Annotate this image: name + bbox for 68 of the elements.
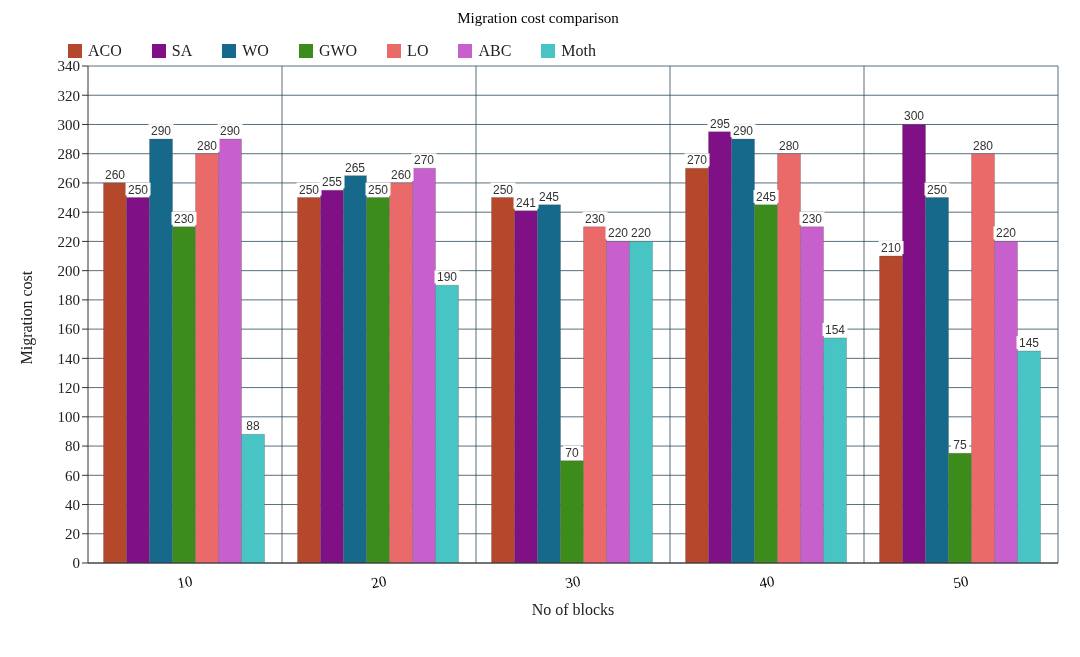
data-label: 260 xyxy=(391,167,412,182)
data-label: 250 xyxy=(299,182,320,197)
y-tick-label: 0 xyxy=(72,555,80,572)
data-label: 154 xyxy=(825,322,846,337)
data-label: 220 xyxy=(996,226,1017,241)
y-tick-label: 200 xyxy=(57,262,80,279)
data-label: 270 xyxy=(414,153,435,168)
data-label: 220 xyxy=(608,226,629,241)
data-label: 75 xyxy=(953,438,968,453)
data-label: 270 xyxy=(687,153,708,168)
y-tick-label: 160 xyxy=(57,321,80,338)
y-tick-label: 280 xyxy=(57,146,80,163)
y-tick-label: 220 xyxy=(57,233,80,250)
data-label: 290 xyxy=(733,124,754,139)
data-label: 255 xyxy=(322,175,343,190)
data-label: 290 xyxy=(220,124,241,139)
data-label: 230 xyxy=(585,211,606,226)
x-axis-title: No of blocks xyxy=(531,601,615,618)
legend-label: GWO xyxy=(318,42,358,60)
data-label: 280 xyxy=(779,138,800,153)
data-label: 220 xyxy=(631,226,652,241)
y-tick-label: 140 xyxy=(57,350,80,367)
data-label: 241 xyxy=(516,195,537,210)
y-tick-label: 60 xyxy=(65,467,80,484)
data-label: 230 xyxy=(174,211,195,226)
y-tick-label: 340 xyxy=(57,58,80,75)
data-label: 290 xyxy=(151,124,172,139)
y-axis-title: Migration cost xyxy=(17,270,36,365)
data-label: 190 xyxy=(437,270,458,285)
x-tick-label: 40 xyxy=(758,572,776,592)
legend-label: WO xyxy=(242,42,269,60)
data-label: 250 xyxy=(927,182,948,197)
y-tick-label: 300 xyxy=(57,116,80,133)
chart-title: Migration cost comparison xyxy=(456,9,620,28)
data-label: 260 xyxy=(105,167,126,182)
y-tick-label: 40 xyxy=(65,496,80,513)
x-tick-label: 30 xyxy=(564,572,582,592)
legend-label: ACO xyxy=(88,42,122,60)
legend-label: ABC xyxy=(478,42,512,60)
data-label: 300 xyxy=(904,109,925,124)
data-label: 250 xyxy=(128,182,149,197)
x-tick-label: 50 xyxy=(952,572,970,592)
x-tick-label: 20 xyxy=(370,572,388,592)
data-label: 295 xyxy=(710,116,731,131)
data-label: 280 xyxy=(197,138,218,153)
y-tick-label: 120 xyxy=(57,379,80,396)
x-tick-label: 10 xyxy=(176,572,194,592)
data-label: 250 xyxy=(368,182,389,197)
legend-label: SA xyxy=(171,42,193,60)
data-label: 250 xyxy=(493,182,514,197)
data-label: 210 xyxy=(881,241,902,256)
y-tick-label: 20 xyxy=(65,526,80,543)
y-tick-label: 180 xyxy=(57,292,80,309)
data-label: 145 xyxy=(1019,336,1040,351)
y-tick-label: 260 xyxy=(57,175,80,192)
y-tick-label: 80 xyxy=(65,438,80,455)
data-label: 265 xyxy=(345,160,366,175)
data-label: 230 xyxy=(802,211,823,226)
data-label: 245 xyxy=(539,189,560,204)
legend-label: LO xyxy=(407,42,429,60)
data-label: 280 xyxy=(973,138,994,153)
data-label: 70 xyxy=(565,445,580,460)
data-label: 245 xyxy=(756,189,777,204)
y-tick-label: 240 xyxy=(57,204,80,221)
y-tick-label: 320 xyxy=(57,87,80,104)
y-tick-label: 100 xyxy=(57,409,80,426)
data-label: 88 xyxy=(246,419,261,434)
legend-label: Moth xyxy=(561,42,597,60)
